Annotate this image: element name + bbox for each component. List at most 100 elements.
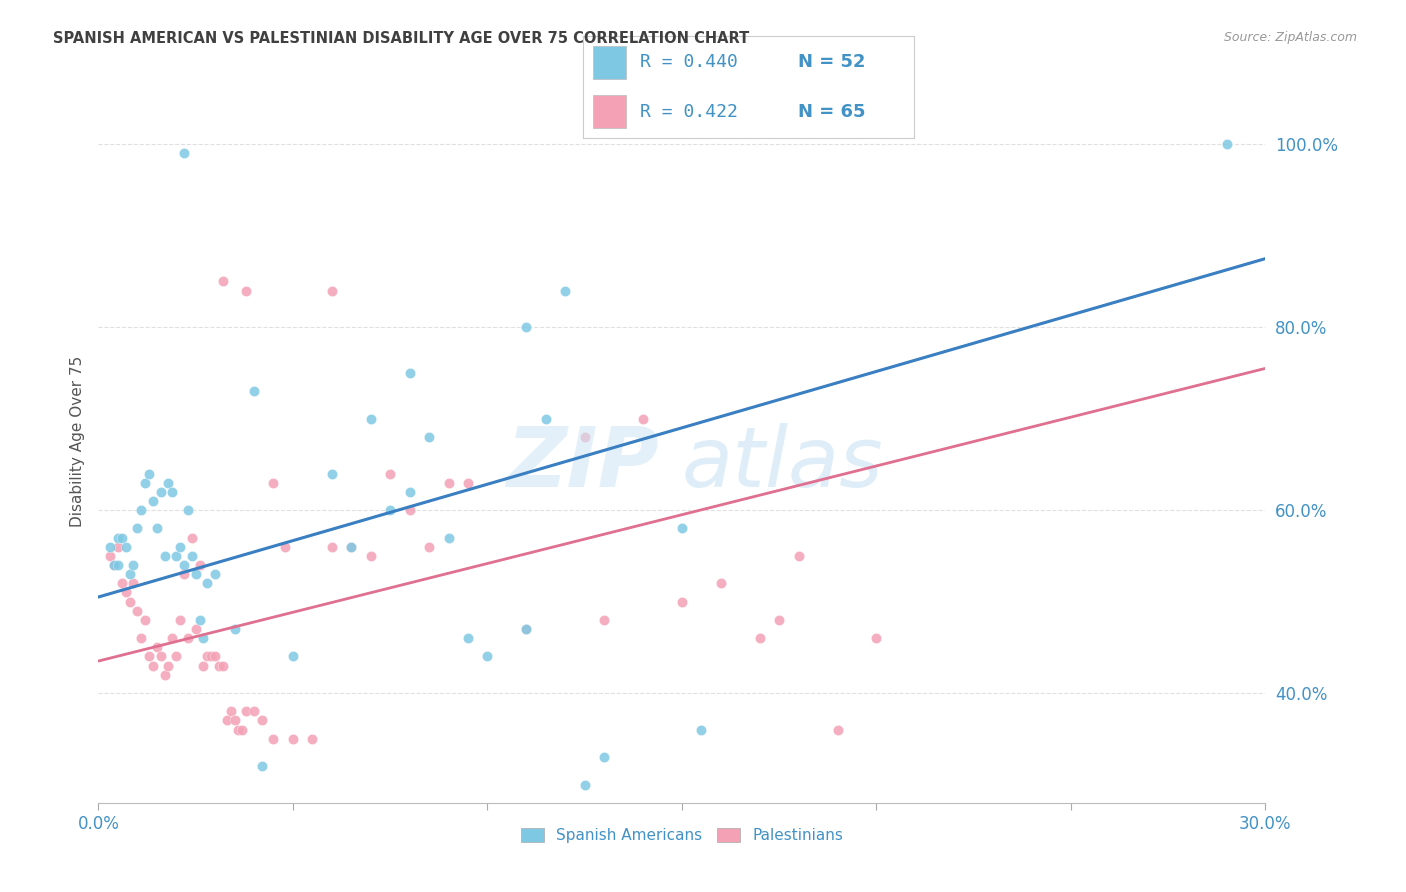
Point — [215, 714, 238, 728]
Point — [146, 640, 169, 655]
Point — [281, 649, 304, 664]
Point — [122, 576, 145, 591]
Point — [138, 649, 160, 664]
Point — [574, 430, 596, 444]
Point — [768, 613, 790, 627]
Point — [111, 576, 134, 591]
Point — [398, 503, 420, 517]
Point — [173, 558, 195, 572]
Point — [127, 604, 149, 618]
Point — [142, 658, 165, 673]
Point — [231, 723, 253, 737]
Point — [262, 731, 284, 746]
Point — [321, 467, 343, 481]
Point — [398, 366, 420, 380]
Text: Source: ZipAtlas.com: Source: ZipAtlas.com — [1223, 31, 1357, 45]
Point — [204, 649, 226, 664]
Point — [103, 558, 125, 572]
Y-axis label: Disability Age Over 75: Disability Age Over 75 — [69, 356, 84, 527]
Point — [418, 540, 440, 554]
Point — [162, 484, 184, 499]
Point — [184, 622, 207, 636]
Bar — [593, 95, 627, 128]
Point — [165, 549, 187, 563]
Point — [274, 540, 297, 554]
Point — [250, 714, 273, 728]
Point — [153, 667, 176, 681]
Point — [134, 475, 156, 490]
Point — [243, 704, 266, 718]
Point — [195, 576, 218, 591]
Point — [360, 549, 382, 563]
Point — [114, 540, 136, 554]
Point — [224, 714, 246, 728]
Text: SPANISH AMERICAN VS PALESTINIAN DISABILITY AGE OVER 75 CORRELATION CHART: SPANISH AMERICAN VS PALESTINIAN DISABILI… — [53, 31, 749, 46]
Point — [457, 631, 479, 645]
Point — [865, 631, 887, 645]
Point — [398, 484, 420, 499]
Legend: Spanish Americans, Palestinians: Spanish Americans, Palestinians — [515, 822, 849, 849]
Point — [827, 723, 849, 737]
Point — [157, 475, 180, 490]
Point — [212, 275, 235, 289]
Point — [188, 613, 211, 627]
Point — [98, 549, 121, 563]
Point — [169, 540, 191, 554]
Point — [173, 567, 195, 582]
Point — [228, 723, 250, 737]
Point — [208, 658, 231, 673]
Point — [162, 631, 184, 645]
Point — [671, 594, 693, 608]
Point — [1215, 137, 1237, 152]
Point — [224, 622, 246, 636]
Point — [165, 649, 187, 664]
Point — [235, 704, 257, 718]
Point — [321, 540, 343, 554]
Point — [690, 723, 713, 737]
Point — [122, 558, 145, 572]
Point — [153, 549, 176, 563]
Text: N = 52: N = 52 — [799, 54, 866, 71]
Point — [593, 613, 616, 627]
Point — [195, 649, 218, 664]
Point — [748, 631, 770, 645]
Point — [138, 467, 160, 481]
Point — [554, 284, 576, 298]
Point — [111, 531, 134, 545]
Point — [243, 384, 266, 399]
Point — [107, 531, 129, 545]
Point — [515, 622, 537, 636]
Point — [593, 750, 616, 764]
Point — [534, 411, 557, 425]
Point — [574, 777, 596, 791]
Point — [146, 521, 169, 535]
Point — [169, 613, 191, 627]
Point — [262, 475, 284, 490]
Point — [118, 594, 141, 608]
Point — [177, 503, 200, 517]
Point — [134, 613, 156, 627]
Point — [98, 540, 121, 554]
Point — [321, 284, 343, 298]
Point — [204, 567, 226, 582]
Point — [103, 558, 125, 572]
Point — [710, 576, 733, 591]
Point — [129, 503, 152, 517]
Point — [437, 475, 460, 490]
Point — [142, 494, 165, 508]
Text: R = 0.440: R = 0.440 — [640, 54, 738, 71]
Text: N = 65: N = 65 — [799, 103, 866, 120]
Point — [180, 549, 202, 563]
Point — [173, 146, 195, 161]
Point — [235, 284, 257, 298]
Point — [114, 585, 136, 599]
Point — [118, 567, 141, 582]
Point — [107, 540, 129, 554]
Point — [418, 430, 440, 444]
Bar — [593, 45, 627, 78]
Point — [193, 658, 215, 673]
Point — [250, 759, 273, 773]
Point — [301, 731, 323, 746]
Point — [219, 704, 242, 718]
Point — [184, 567, 207, 582]
